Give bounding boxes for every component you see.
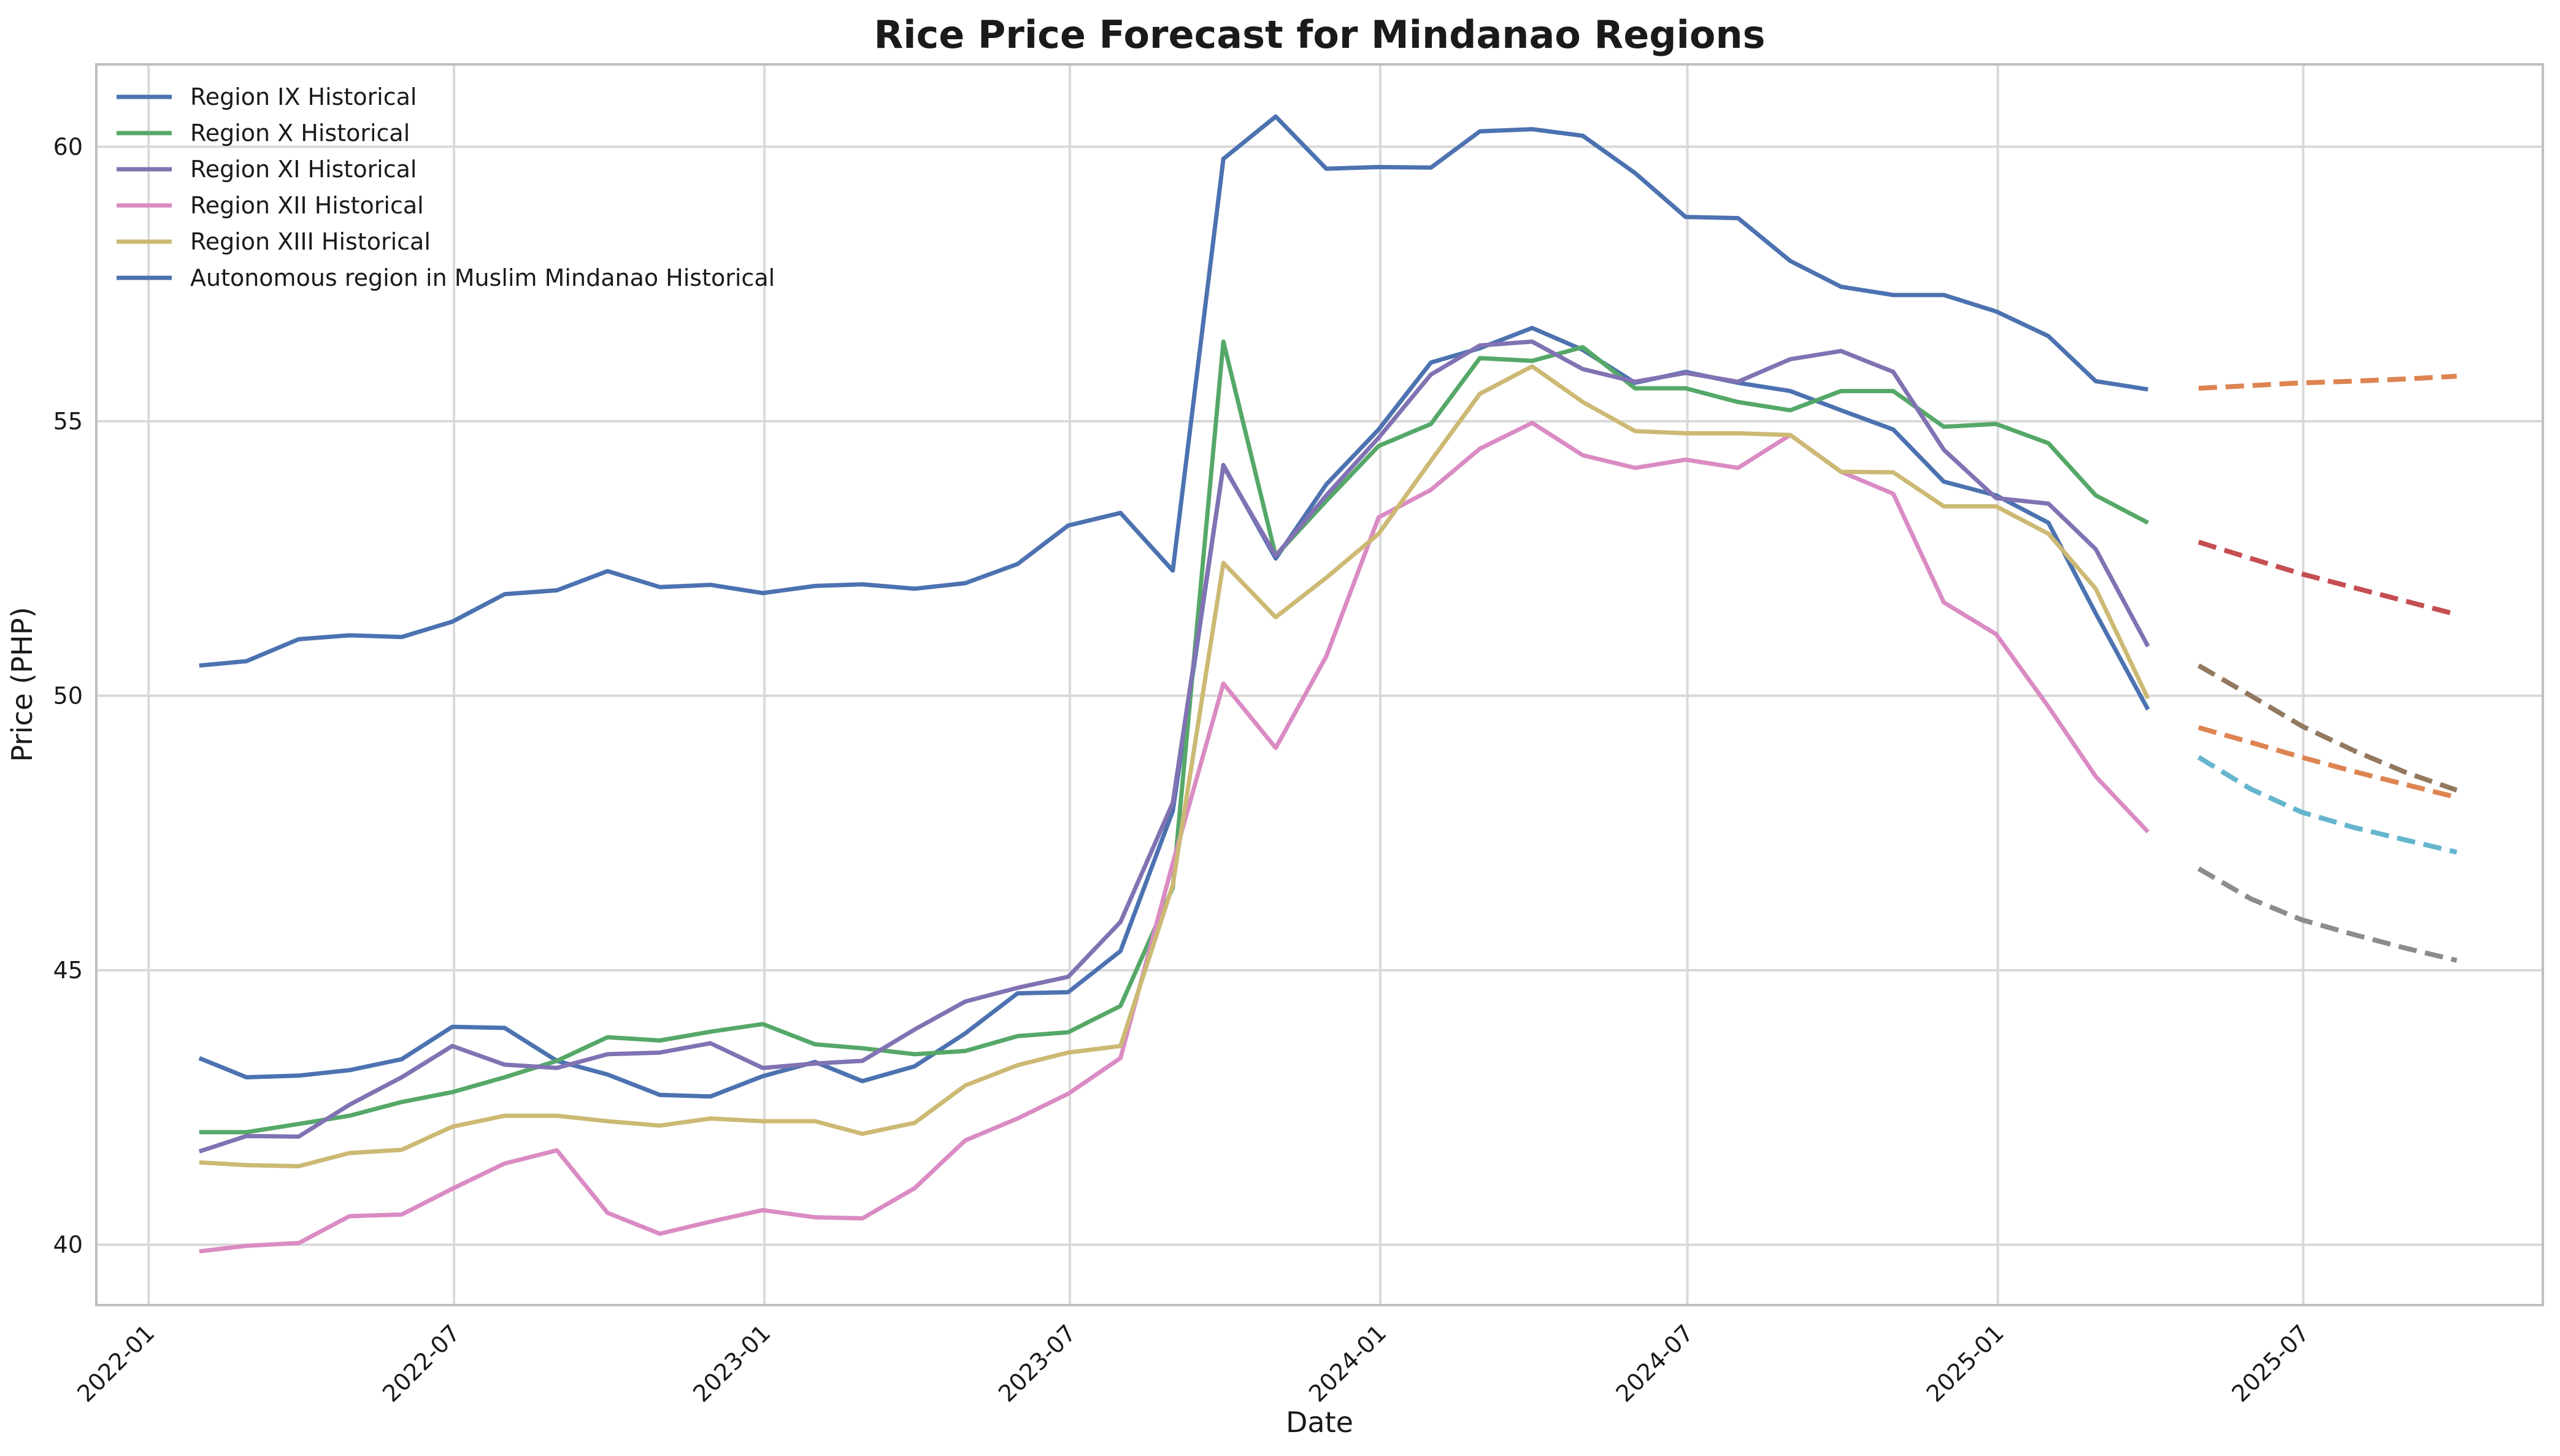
x-axis-label: Date [1286,1406,1353,1439]
historical-line [199,114,2148,668]
legend-label: Region XIII Historical [190,228,431,255]
y-tick-label: 40 [53,1232,83,1259]
y-tick-label: 50 [53,682,83,709]
legend-label: Region X Historical [190,120,410,147]
y-tick-labels: 40 45 50 55 60 [53,133,83,1258]
legend: Region IX Historical Region X Historical R… [117,83,775,291]
forecast-line [2198,374,2457,391]
series-lines [198,114,2458,1254]
forecast-line [2197,725,2458,800]
forecast-line [2197,539,2458,617]
historical-line [198,339,2150,1154]
historical-line [199,364,2150,1168]
y-tick-label: 60 [53,133,83,160]
legend-label: Autonomous region in Muslim Mindanao His… [190,264,775,291]
forecast-line [2197,663,2458,793]
y-tick-label: 45 [53,957,83,984]
historical-line [198,326,2150,1099]
legend-label: Region XII Historical [190,192,424,219]
forecast-line [2197,866,2458,963]
grid [96,64,2543,1305]
plot-frame [95,63,2544,1306]
y-axis-label: Price (PHP) [6,607,39,762]
forecast-line [2197,755,2458,855]
chart-title: Rice Price Forecast for Mindanao Regions [874,12,1765,57]
legend-label: Region XI Historical [190,156,417,183]
legend-label: Region IX Historical [190,83,417,110]
y-tick-label: 55 [53,408,83,435]
